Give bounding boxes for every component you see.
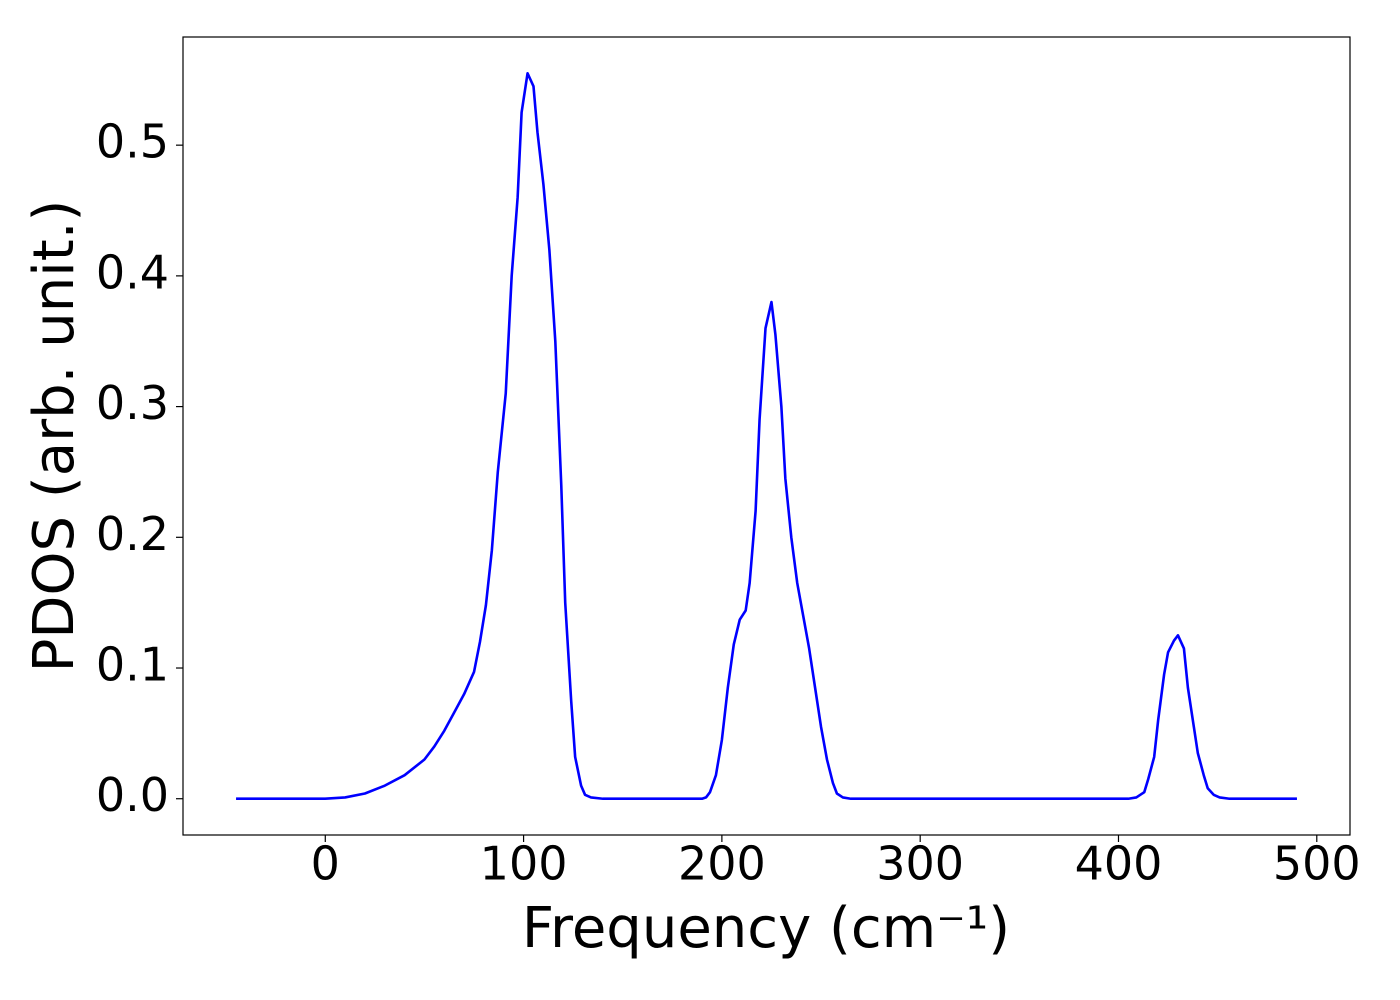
y-axis-label: PDOS (arb. unit.) (22, 200, 87, 673)
y-tick-label: 0.4 (96, 245, 169, 299)
x-tick-label: 400 (1075, 837, 1163, 891)
x-tick-label: 300 (876, 837, 964, 891)
x-axis-label: Frequency (cm⁻¹) (522, 896, 1010, 961)
y-tick-label: 0.3 (96, 376, 169, 430)
plot-frame (182, 36, 1351, 836)
x-tick-label: 500 (1273, 837, 1361, 891)
x-tick-label: 200 (678, 837, 766, 891)
y-tick-label: 0.1 (96, 638, 169, 692)
y-tick-label: 0.2 (96, 507, 169, 561)
x-tick-label: 0 (311, 837, 340, 891)
y-tick-label: 0.0 (96, 768, 169, 822)
y-tick-label: 0.5 (96, 115, 169, 169)
x-tick-label: 100 (480, 837, 568, 891)
data-line (236, 71, 1297, 801)
